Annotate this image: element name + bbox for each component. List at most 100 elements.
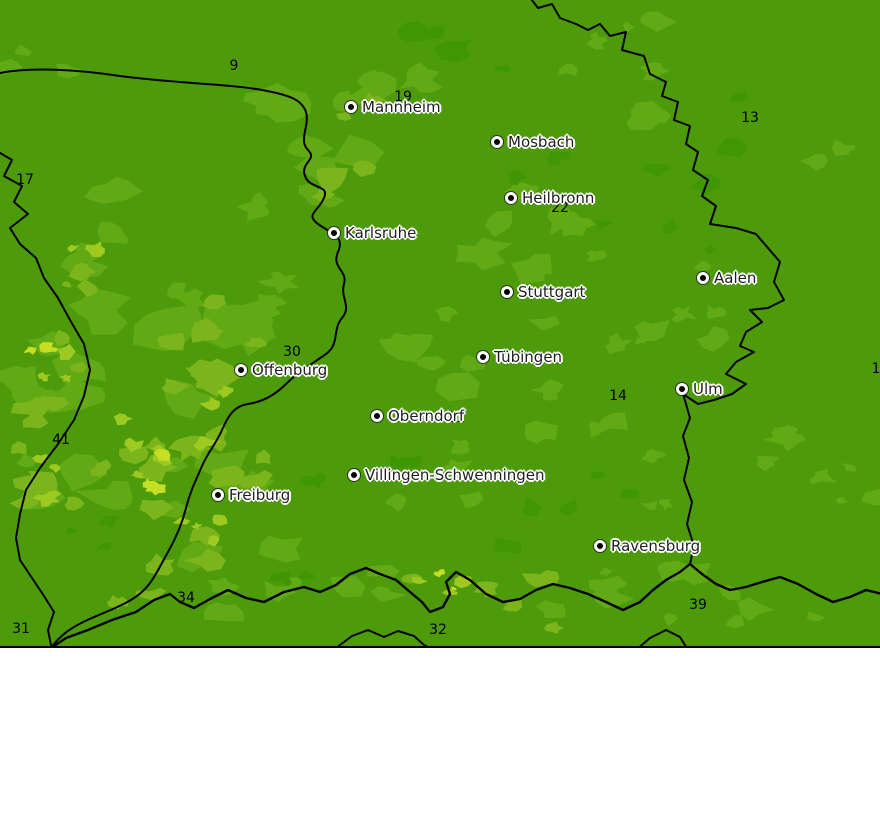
wind-value-label: 9 bbox=[229, 58, 239, 74]
terrain-patch bbox=[217, 385, 234, 398]
terrain-patch bbox=[662, 218, 680, 234]
terrain-patch bbox=[161, 378, 191, 395]
wind-value-label: 11 bbox=[447, 410, 465, 426]
city-label: Tübingen bbox=[494, 348, 563, 366]
terrain-patch bbox=[434, 306, 458, 323]
terrain-patch bbox=[297, 570, 315, 581]
city-label: Ulm bbox=[693, 380, 723, 398]
terrain-patch bbox=[546, 151, 570, 166]
city-dot-icon bbox=[697, 272, 709, 284]
terrain-patch bbox=[809, 468, 837, 485]
terrain-patch bbox=[365, 71, 397, 101]
city-dot-icon bbox=[676, 383, 688, 395]
terrain-patch bbox=[370, 586, 408, 602]
terrain-patch bbox=[524, 424, 539, 437]
terrain-patch bbox=[336, 112, 352, 121]
terrain-patch bbox=[268, 571, 292, 587]
terrain-patch bbox=[762, 427, 807, 452]
wind-value-label: 39 bbox=[689, 597, 707, 613]
terrain-patch bbox=[193, 436, 221, 452]
city-dot-icon bbox=[328, 227, 340, 239]
terrain-patch bbox=[756, 456, 780, 472]
city-label: Karlsruhe bbox=[345, 224, 417, 242]
terrain-patch bbox=[153, 448, 171, 462]
terrain-patch bbox=[473, 581, 499, 598]
terrain-patch bbox=[422, 25, 446, 40]
terrain-patch bbox=[235, 470, 273, 488]
city-dot-icon bbox=[212, 489, 224, 501]
city-label: Ravensburg bbox=[611, 537, 701, 555]
map-canvas bbox=[0, 0, 880, 646]
city-dot-icon bbox=[345, 101, 357, 113]
terrain-patch bbox=[861, 488, 880, 506]
city-label: Heilbronn bbox=[522, 189, 595, 207]
terrain-patch bbox=[57, 343, 76, 361]
terrain-patch bbox=[806, 611, 826, 622]
city-marker-villingen-schwenningen: Villingen-Schwenningen bbox=[348, 466, 545, 484]
terrain-patch bbox=[48, 464, 61, 473]
terrain-patch bbox=[641, 501, 658, 510]
terrain-patch bbox=[378, 333, 434, 363]
terrain-patch bbox=[641, 163, 671, 177]
terrain-patch bbox=[23, 346, 37, 355]
terrain-patch bbox=[54, 329, 70, 346]
terrain-patch bbox=[725, 614, 744, 629]
terrain-patch bbox=[199, 397, 220, 411]
terrain-patch bbox=[144, 481, 166, 496]
terrain-patch bbox=[502, 599, 523, 612]
city-marker-stuttgart: Stuttgart bbox=[501, 283, 585, 301]
map-label-overlay: 9 19 13 17 22 30 14 11 41 1 34 39 31 32 Mannheim Mosba… bbox=[12, 58, 880, 638]
terrain-patch bbox=[130, 470, 146, 479]
terrain-patch bbox=[190, 522, 202, 530]
terrain-patch bbox=[256, 271, 299, 295]
terrain-patch bbox=[184, 548, 226, 572]
terrain-patch bbox=[626, 115, 660, 131]
terrain-patch bbox=[657, 560, 686, 581]
city-marker-heilbronn: Heilbronn bbox=[505, 189, 594, 207]
terrain-patch bbox=[316, 167, 349, 194]
terrain-patch bbox=[251, 192, 269, 206]
city-dot-icon bbox=[348, 469, 360, 481]
terrain-patch bbox=[139, 499, 174, 521]
city-label: Oberndorf bbox=[388, 407, 465, 425]
terrain-patch bbox=[539, 570, 560, 585]
terrain-patch bbox=[212, 514, 228, 526]
terrain-patch bbox=[22, 414, 49, 429]
terrain-patch bbox=[604, 333, 633, 355]
border-south bbox=[51, 562, 880, 646]
terrain-patch bbox=[59, 374, 72, 383]
terrain-patch bbox=[397, 21, 428, 43]
terrain-patch bbox=[528, 316, 561, 331]
border-northwest-west bbox=[0, 68, 347, 646]
terrain-patch bbox=[455, 237, 513, 271]
terrain-patch bbox=[16, 453, 39, 468]
terrain-patch bbox=[435, 372, 480, 402]
city-marker-oberndorf: Oberndorf bbox=[371, 407, 464, 425]
terrain-patch bbox=[132, 304, 204, 352]
terrain-patch bbox=[113, 413, 134, 426]
terrain-patch bbox=[596, 412, 629, 431]
terrain-patch bbox=[800, 153, 828, 171]
terrain-patch bbox=[586, 250, 607, 262]
terrain-patch bbox=[730, 92, 749, 103]
border-south-enclave-2 bbox=[639, 629, 687, 646]
terrain-patch bbox=[76, 279, 99, 297]
terrain-patch bbox=[96, 542, 112, 551]
terrain-patch bbox=[67, 244, 79, 253]
terrain-patch bbox=[411, 576, 428, 584]
terrain-patch bbox=[209, 300, 220, 309]
city-marker-mosbach: Mosbach bbox=[491, 133, 574, 151]
city-dot-icon bbox=[501, 286, 513, 298]
terrain-patch bbox=[451, 586, 457, 591]
terrain-patch bbox=[39, 342, 58, 353]
terrain-patch bbox=[439, 459, 473, 475]
city-marker-karlsruhe: Karlsruhe bbox=[328, 224, 416, 242]
terrain-patch bbox=[536, 600, 566, 619]
terrain-patch bbox=[124, 437, 144, 453]
terrain-patch bbox=[706, 305, 727, 320]
terrain-patch bbox=[215, 299, 282, 332]
terrain-patch bbox=[416, 356, 446, 371]
terrain-patch bbox=[68, 262, 96, 282]
terrain-patch bbox=[558, 63, 578, 76]
